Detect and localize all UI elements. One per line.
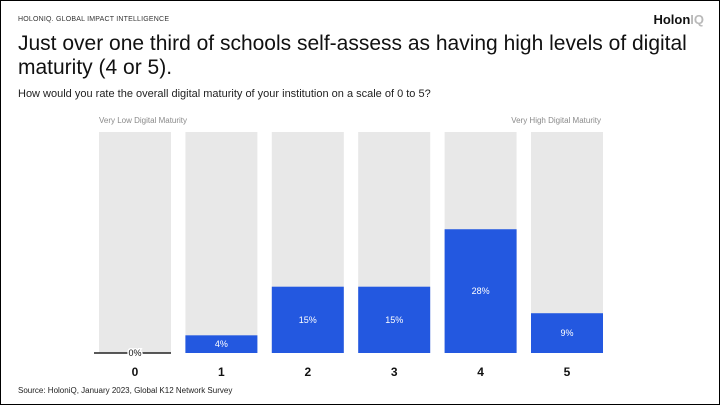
category-label-0: 0 xyxy=(132,365,139,379)
category-label-1: 1 xyxy=(218,365,225,379)
category-label-5: 5 xyxy=(564,365,571,379)
bar-track-1 xyxy=(185,132,258,353)
bar-3 xyxy=(358,286,431,353)
bar-2 xyxy=(271,286,344,353)
category-label-3: 3 xyxy=(391,365,398,379)
survey-question: How would you rate the overall digital m… xyxy=(18,88,431,100)
bars-group: 0% 0 4% 1 15% 2 15% 3 28% 4 9% 5 xyxy=(94,132,603,379)
bar-track-0 xyxy=(99,132,171,353)
brand-tagline: HOLONIQ. GLOBAL IMPACT INTELLIGENCE xyxy=(18,16,170,23)
value-label-4: 28% xyxy=(472,286,490,296)
category-label-2: 2 xyxy=(304,365,311,379)
value-label-0: 0% xyxy=(128,348,141,358)
value-label-5: 9% xyxy=(560,328,573,338)
low-end-label: Very Low Digital Maturity xyxy=(99,116,187,125)
source-note: Source: HoloniQ, January 2023, Global K1… xyxy=(18,386,233,395)
value-label-3: 15% xyxy=(385,315,403,325)
bar-5 xyxy=(531,313,603,353)
logo-accent-text: IQ xyxy=(690,12,704,27)
bar-1 xyxy=(185,335,258,353)
value-label-1: 4% xyxy=(215,339,228,349)
bar-4 xyxy=(444,229,517,353)
logo-main-text: Holon xyxy=(653,12,691,27)
category-label-4: 4 xyxy=(477,365,484,379)
value-label-2: 15% xyxy=(299,315,317,325)
high-end-label: Very High Digital Maturity xyxy=(511,116,601,125)
page-title: Just over one third of schools self-asse… xyxy=(18,32,687,79)
holoniq-logo: HolonIQ xyxy=(653,12,704,27)
